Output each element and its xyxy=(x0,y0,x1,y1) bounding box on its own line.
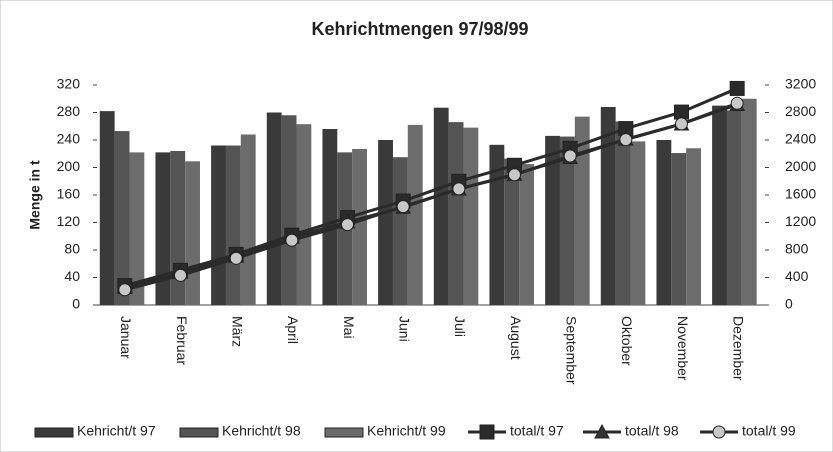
bar xyxy=(630,141,646,305)
x-tick-label: März xyxy=(229,316,245,347)
bar xyxy=(392,157,408,305)
legend-swatch xyxy=(179,427,219,438)
bar xyxy=(741,98,757,305)
line xyxy=(124,101,738,292)
x-tick-label: Januar xyxy=(118,316,134,359)
y-tick-label: 120 xyxy=(57,213,81,229)
y-tick-label: 160 xyxy=(57,186,81,202)
bar xyxy=(448,122,464,305)
legend-label: Kehricht/t 97 xyxy=(77,423,156,439)
line-marker xyxy=(174,268,187,282)
x-tick-label: April xyxy=(285,316,301,344)
chart-title: Kehrichtmengen 97/98/99 xyxy=(311,19,528,39)
y2-tick-label: 0 xyxy=(785,296,793,312)
bar xyxy=(504,158,520,305)
bar xyxy=(266,112,282,305)
bar xyxy=(463,127,479,305)
line-marker xyxy=(730,96,744,110)
y-axis-label: Menge in t xyxy=(27,160,43,230)
y2-tick-label: 3200 xyxy=(785,76,816,92)
line xyxy=(124,87,738,288)
bar xyxy=(489,144,505,305)
line-marker xyxy=(285,233,299,247)
bar xyxy=(378,140,393,305)
line-marker xyxy=(229,251,243,265)
y-tick-label: 40 xyxy=(64,268,80,284)
y2-tick-label: 400 xyxy=(785,268,809,284)
y2-tick-label: 1600 xyxy=(785,186,816,202)
bar xyxy=(712,105,727,305)
bar xyxy=(407,124,423,305)
y2-tick-label: 2800 xyxy=(785,103,816,119)
legend-label: total/t 97 xyxy=(510,423,564,439)
y2-tick-label: 800 xyxy=(785,241,809,257)
y-tick-label: 280 xyxy=(57,103,81,119)
x-tick-label: Mai xyxy=(341,316,357,339)
line-marker xyxy=(675,117,688,131)
bar xyxy=(99,111,115,305)
line-marker xyxy=(452,182,466,196)
bar xyxy=(671,153,687,305)
bar xyxy=(600,107,616,305)
line-marker xyxy=(619,133,633,147)
bar xyxy=(225,145,241,305)
legend-marker xyxy=(479,424,495,440)
bar xyxy=(574,116,590,305)
y-tick-label: 200 xyxy=(57,158,81,174)
bar xyxy=(726,110,742,305)
bar xyxy=(656,140,672,305)
legend-marker xyxy=(594,423,610,439)
bar xyxy=(433,107,449,305)
legend-marker xyxy=(712,425,726,439)
bar xyxy=(296,124,312,305)
x-tick-label: Februar xyxy=(174,316,190,365)
bar xyxy=(281,115,297,305)
y-tick-label: 0 xyxy=(72,296,80,312)
x-tick-label: August xyxy=(508,316,524,360)
y-tick-label: 240 xyxy=(57,131,81,147)
bar xyxy=(322,129,338,305)
x-tick-label: Oktober xyxy=(619,316,635,366)
bar xyxy=(559,136,575,305)
legend-label: total/t 99 xyxy=(742,423,796,439)
legend-label: total/t 98 xyxy=(625,423,679,439)
line-marker xyxy=(118,283,132,297)
y-tick-label: 320 xyxy=(57,76,81,92)
x-tick-label: Juni xyxy=(396,316,412,342)
bar xyxy=(615,121,631,305)
bar xyxy=(170,151,186,305)
line-marker xyxy=(396,200,410,214)
y-tick-label: 80 xyxy=(64,241,80,257)
x-tick-label: Juli xyxy=(452,316,468,337)
bar xyxy=(211,145,226,305)
legend-swatch xyxy=(34,427,74,438)
bar xyxy=(519,164,534,305)
y2-tick-label: 2000 xyxy=(785,158,816,174)
line-marker xyxy=(563,149,577,163)
bar xyxy=(114,131,130,305)
legend-swatch xyxy=(324,427,364,438)
line-marker xyxy=(729,80,745,96)
line-marker xyxy=(508,168,521,182)
legend-label: Kehricht/t 99 xyxy=(367,423,446,439)
bar xyxy=(240,134,256,305)
line-marker xyxy=(341,218,354,232)
bar xyxy=(686,148,701,305)
y2-tick-label: 2400 xyxy=(785,131,816,147)
x-tick-label: Dezember xyxy=(730,316,746,381)
bar xyxy=(129,152,145,305)
x-tick-label: November xyxy=(675,316,691,381)
x-tick-label: September xyxy=(563,316,579,385)
bar xyxy=(352,148,367,305)
bar xyxy=(155,152,171,305)
bar xyxy=(545,135,560,305)
legend-label: Kehricht/t 98 xyxy=(222,423,301,439)
y2-tick-label: 1200 xyxy=(785,213,816,229)
bar xyxy=(185,161,200,305)
